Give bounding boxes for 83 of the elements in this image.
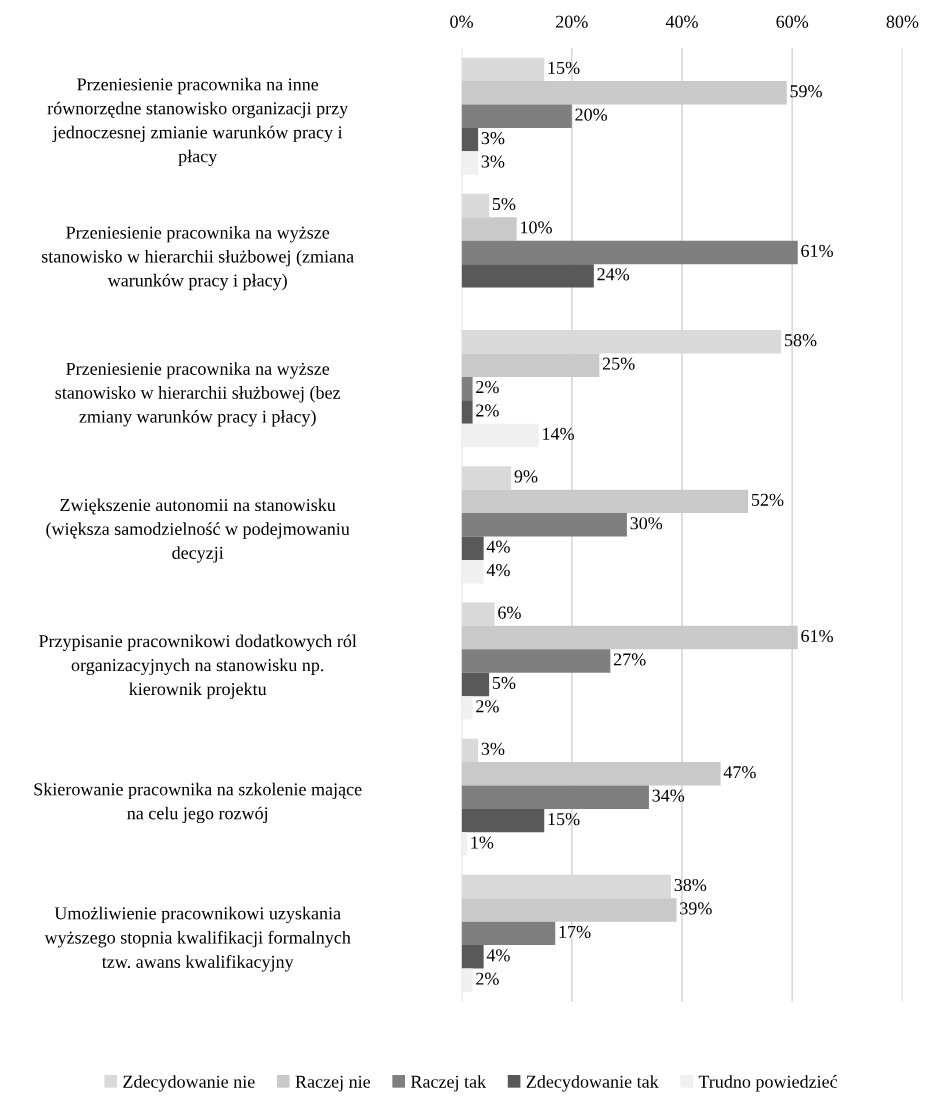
legend-label: Trudno powiedzieć (698, 1075, 838, 1092)
bar (461, 81, 787, 105)
data-label: 9% (514, 470, 538, 483)
data-label: 52% (751, 493, 784, 506)
data-label: 38% (674, 878, 707, 892)
bar (461, 808, 545, 833)
data-label: 3% (481, 742, 505, 755)
bar (461, 513, 627, 537)
data-label: 4% (486, 949, 510, 962)
bar (461, 466, 512, 490)
bar (461, 602, 495, 626)
bar (461, 738, 479, 763)
y-tick-label: Przeniesienie pracownika na wyższe stanowisko w hierarchii służbowej (zmiana warunków pracy i płacy) (41, 225, 354, 291)
bar (461, 649, 611, 673)
legend-label: Raczej nie (295, 1075, 371, 1092)
bar (461, 625, 798, 650)
data-label: 2% (476, 380, 499, 394)
bar (461, 104, 572, 128)
bar (461, 559, 484, 584)
bar (461, 376, 473, 401)
bar (461, 353, 600, 377)
data-label: 39% (680, 902, 712, 915)
x-tick-label: 60% (776, 15, 809, 28)
data-label: 30% (630, 517, 663, 530)
data-label: 61% (801, 629, 833, 643)
data-label: 3% (481, 131, 505, 145)
bar (461, 921, 556, 946)
data-label: 1% (471, 836, 494, 849)
data-label: 6% (498, 606, 521, 619)
bar (461, 536, 484, 560)
bar (461, 945, 484, 969)
legend-label: Zdecydowanie tak (526, 1075, 659, 1092)
data-label: 58% (785, 334, 817, 347)
legend-label: Raczej tak (410, 1075, 487, 1092)
x-tick-label: 80% (886, 15, 919, 28)
data-label: 4% (486, 564, 510, 577)
y-tick-label: Umożliwienie pracownikowi uzyskania wyższego stopnia kwalifikacji formalnych tzw. awans kwalifikacyjny (44, 906, 351, 972)
x-tick-label: 20% (556, 15, 588, 28)
bar (461, 672, 490, 697)
x-tick-label: 0% (450, 15, 473, 28)
data-label: 15% (548, 812, 580, 826)
bar (461, 57, 545, 82)
data-label: 14% (543, 427, 574, 441)
data-label: 24% (597, 268, 630, 281)
data-label: 5% (492, 197, 516, 211)
data-label: 2% (476, 972, 499, 985)
bar (461, 217, 517, 241)
data-label: 10% (521, 221, 552, 234)
data-label: 4% (486, 540, 510, 553)
data-label: 3% (481, 155, 505, 168)
data-label: 61% (801, 244, 833, 257)
data-label: 34% (652, 789, 685, 802)
y-tick-label: Zwiększenie autonomii na stanowisku (większa samodzielność w podejmowaniu decyzji (46, 498, 350, 563)
data-label: 25% (602, 357, 635, 370)
y-tick-label: Przypisanie pracownikowi dodatkowych ról organizacyjnych na stanowisku np. kierownik projektu (39, 634, 357, 699)
bar (461, 151, 479, 175)
bar (461, 489, 749, 514)
bar (461, 762, 721, 786)
bar (461, 127, 479, 152)
data-label: 27% (613, 653, 646, 666)
bar (461, 193, 490, 218)
bar (461, 785, 649, 809)
legend-label: Zdecydowanie nie (123, 1075, 255, 1092)
data-label: 17% (559, 925, 591, 938)
data-label: 59% (790, 85, 822, 98)
y-tick-label: Przeniesienie pracownika na inne równorzędne stanowisko organizacji przy jednoczesnej zmianie warunków pracy i płacy (47, 77, 349, 167)
bar (461, 968, 473, 992)
data-label: 15% (548, 61, 580, 74)
y-tick-label: Skierowanie pracownika na szkolenie mające na celu jego rozwój (34, 782, 362, 824)
data-label: 20% (575, 108, 608, 121)
x-tick-label: 40% (665, 15, 698, 28)
data-label: 5% (492, 676, 516, 690)
bar (461, 264, 594, 288)
bar (461, 423, 539, 448)
bar (461, 696, 473, 720)
data-label: 47% (723, 766, 756, 779)
data-label: 2% (476, 404, 499, 417)
data-label: 2% (476, 700, 499, 713)
bar (461, 898, 677, 922)
bar (461, 240, 798, 265)
bar (461, 832, 468, 856)
y-tick-label: Przeniesienie pracownika na wyższe stanowisko w hierarchii służbowej (bez zmiany warunków pracy i płacy) (55, 362, 341, 427)
bar (461, 400, 473, 424)
